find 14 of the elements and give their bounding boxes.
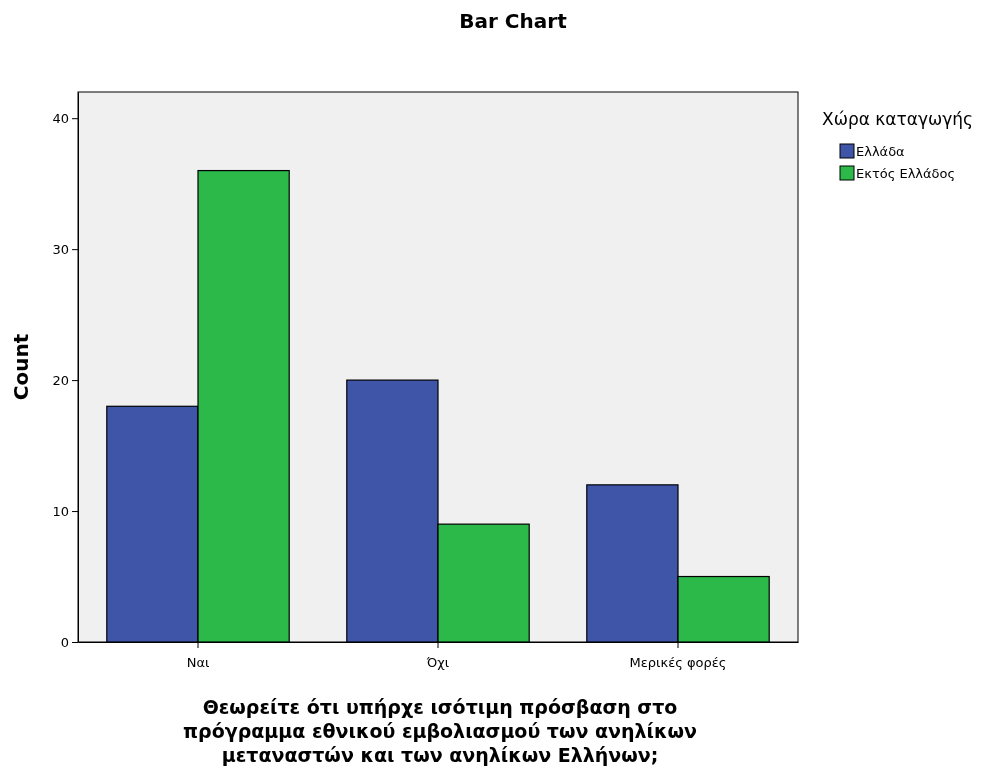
y-tick-label: 40 [52,110,69,126]
y-axis-title: Count [9,333,33,401]
x-tick-label: Ναι [186,654,210,670]
legend-label: Εκτός Ελλάδος [856,166,956,181]
y-tick-label: 0 [60,634,69,650]
legend-title: Χώρα καταγωγής [822,109,974,129]
y-tick-label: 20 [52,372,69,388]
x-tick-label: Μερικές φορές [629,654,727,670]
y-tick-label: 30 [52,241,69,257]
x-axis-title: Θεωρείτε ότι υπήρχε ισότιμη πρόσβαση στο πρόγραμμα εθνικού εμβολιασμού των ανηλίκων μεταναστών και των ανηλίκων Ελλήνων; [183,696,698,766]
y-tick-label: 10 [52,503,69,519]
chart-title: Bar Chart [459,9,568,33]
legend-label: Ελλάδα [856,144,905,159]
x-tick-label: Όχι [425,654,450,670]
